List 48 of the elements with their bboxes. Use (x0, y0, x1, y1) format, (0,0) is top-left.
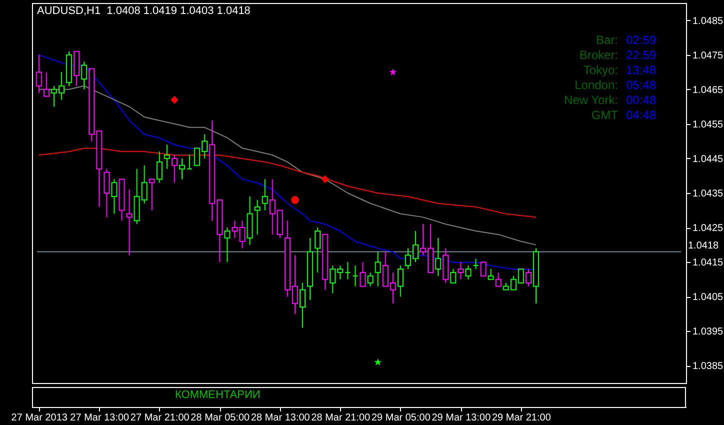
point (374, 358, 382, 366)
x-tick-label: 29 Mar 21:00 (492, 412, 552, 424)
candlestick (352, 265, 358, 287)
y-tick-label: 1.0425 (692, 223, 724, 234)
x-tick-label: 27 Mar 2013 (11, 412, 68, 424)
x-tick-label: 29 Mar 05:00 (371, 412, 431, 424)
annotation: Bar: (594, 33, 618, 48)
point (170, 96, 178, 104)
x-tick-label: 29 Mar 13:00 (432, 412, 492, 424)
annotation: 04:48 (626, 108, 658, 123)
y-tick-label: 1.0405 (692, 292, 724, 304)
y-tick-label: 1.0395 (692, 326, 724, 338)
y-tick-label: 1.0485 (692, 16, 724, 27)
annotation: London: (574, 78, 618, 93)
annotation: 22:59 (626, 48, 658, 63)
candlestick (344, 262, 351, 280)
point (389, 68, 397, 76)
point (321, 175, 329, 184)
y-tick-label: 1.0435 (692, 188, 724, 200)
annotation: Broker: (578, 48, 618, 63)
x-tick-label: 28 Mar 05:00 (190, 412, 250, 424)
line-series (38, 85, 537, 246)
y-tick-label: 1.0385 (692, 361, 724, 372)
annotation: 00:48 (626, 93, 658, 108)
x-tick-label: 27 Mar 13:00 (70, 412, 130, 424)
chart-title: AUDUSD,H1 1.0408 1.0419 1.0403 1.0418 (37, 5, 250, 17)
annotation: 02:59 (626, 33, 658, 48)
y-tick-label: 1.0475 (692, 50, 724, 62)
candlestick (472, 258, 479, 270)
y-tick-label: 1.0465 (692, 84, 724, 96)
candlestick (186, 154, 193, 170)
x-tick-label: 28 Mar 13:00 (250, 412, 310, 424)
annotation: GMT (590, 108, 618, 123)
x-tick-label: 27 Mar 21:00 (130, 412, 190, 424)
y-tick-label: 1.0415 (692, 258, 724, 269)
point (291, 196, 299, 204)
annotation: 05:48 (626, 78, 658, 93)
x-tick-label: 28 Mar 21:00 (311, 412, 371, 424)
y-tick-label: 1.0445 (692, 154, 724, 165)
line-series (38, 148, 537, 218)
annotation: Tokyo: (582, 63, 618, 78)
ref-line-label: 1.0418 (688, 240, 720, 252)
annotation: New York: (562, 93, 618, 108)
annotation: 13:48 (626, 63, 658, 78)
candlestick (254, 199, 260, 235)
candlestick (36, 54, 42, 94)
text: КОММЕНТАРИИ (175, 389, 260, 401)
y-tick-label: 1.0455 (692, 119, 724, 130)
